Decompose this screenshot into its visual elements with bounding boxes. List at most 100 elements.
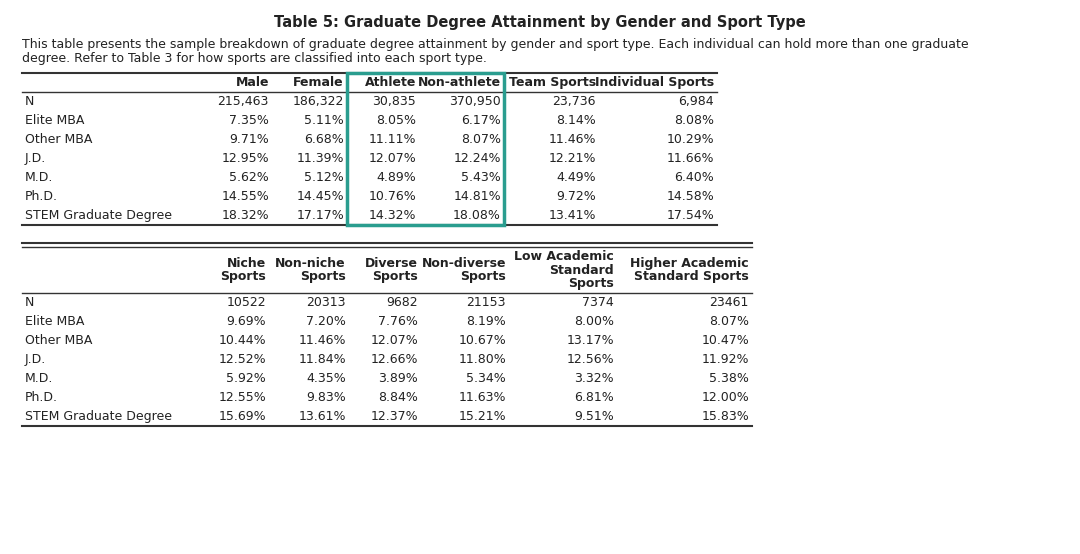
Text: 10.44%: 10.44% (218, 334, 266, 347)
Text: Other MBA: Other MBA (25, 334, 93, 347)
Text: 9.83%: 9.83% (307, 391, 346, 404)
Text: J.D.: J.D. (25, 152, 46, 165)
Text: 12.24%: 12.24% (454, 152, 501, 165)
Text: 14.32%: 14.32% (368, 209, 416, 222)
Text: Team Sports: Team Sports (509, 76, 596, 89)
Text: 7.35%: 7.35% (229, 114, 269, 127)
Text: 17.54%: 17.54% (666, 209, 714, 222)
Text: 15.83%: 15.83% (701, 410, 750, 423)
Text: 9.51%: 9.51% (575, 410, 615, 423)
Text: This table presents the sample breakdown of graduate degree attainment by gender: This table presents the sample breakdown… (22, 38, 969, 51)
Text: 18.32%: 18.32% (221, 209, 269, 222)
Text: STEM Graduate Degree: STEM Graduate Degree (25, 410, 172, 423)
Text: 6.40%: 6.40% (674, 171, 714, 184)
Text: 5.12%: 5.12% (305, 171, 345, 184)
Text: 4.89%: 4.89% (376, 171, 416, 184)
Text: 14.45%: 14.45% (296, 190, 345, 203)
Text: 10.67%: 10.67% (458, 334, 507, 347)
Text: 5.34%: 5.34% (467, 372, 507, 385)
Text: 23,736: 23,736 (553, 95, 596, 108)
Text: 3.32%: 3.32% (575, 372, 615, 385)
Text: Sports: Sports (220, 270, 266, 283)
Text: Elite MBA: Elite MBA (25, 315, 84, 328)
Text: 12.55%: 12.55% (218, 391, 266, 404)
Text: 9.71%: 9.71% (229, 133, 269, 146)
Text: degree. Refer to Table 3 for how sports are classified into each sport type.: degree. Refer to Table 3 for how sports … (22, 52, 487, 65)
Text: 11.11%: 11.11% (368, 133, 416, 146)
Text: 7.20%: 7.20% (306, 315, 346, 328)
Text: 10522: 10522 (227, 296, 266, 309)
Text: 4.49%: 4.49% (556, 171, 596, 184)
Text: Ph.D.: Ph.D. (25, 391, 58, 404)
Text: 12.07%: 12.07% (368, 152, 416, 165)
Text: Male: Male (235, 76, 269, 89)
Text: 12.56%: 12.56% (566, 353, 615, 366)
Text: 12.66%: 12.66% (370, 353, 418, 366)
Text: Other MBA: Other MBA (25, 133, 93, 146)
Text: 8.84%: 8.84% (378, 391, 418, 404)
Text: Ph.D.: Ph.D. (25, 190, 58, 203)
Text: 18.08%: 18.08% (454, 209, 501, 222)
Text: 6.68%: 6.68% (305, 133, 345, 146)
Text: Athlete: Athlete (365, 76, 416, 89)
Text: Table 5: Graduate Degree Attainment by Gender and Sport Type: Table 5: Graduate Degree Attainment by G… (274, 15, 806, 30)
Text: 12.52%: 12.52% (218, 353, 266, 366)
Text: 11.84%: 11.84% (298, 353, 346, 366)
Text: Standard: Standard (550, 264, 615, 276)
Text: Non-diverse: Non-diverse (421, 257, 507, 270)
Text: 10.29%: 10.29% (666, 133, 714, 146)
Text: J.D.: J.D. (25, 353, 46, 366)
Text: 3.89%: 3.89% (378, 372, 418, 385)
Text: 11.92%: 11.92% (702, 353, 750, 366)
Text: Non-athlete: Non-athlete (418, 76, 501, 89)
Text: 9682: 9682 (387, 296, 418, 309)
Text: Niche: Niche (227, 257, 266, 270)
Text: Female: Female (294, 76, 345, 89)
Text: 20313: 20313 (307, 296, 346, 309)
Text: 11.66%: 11.66% (666, 152, 714, 165)
Text: 23461: 23461 (710, 296, 750, 309)
Text: Low Academic: Low Academic (514, 250, 615, 264)
Text: 5.92%: 5.92% (226, 372, 266, 385)
Text: M.D.: M.D. (25, 372, 53, 385)
Text: Individual Sports: Individual Sports (595, 76, 714, 89)
Text: 8.07%: 8.07% (708, 315, 750, 328)
Text: N: N (25, 95, 35, 108)
Text: M.D.: M.D. (25, 171, 53, 184)
Text: Sports: Sports (460, 270, 507, 283)
Text: 15.69%: 15.69% (218, 410, 266, 423)
Text: 6.17%: 6.17% (461, 114, 501, 127)
Text: 5.62%: 5.62% (229, 171, 269, 184)
Text: 12.00%: 12.00% (701, 391, 750, 404)
Text: STEM Graduate Degree: STEM Graduate Degree (25, 209, 172, 222)
Text: Sports: Sports (568, 276, 615, 290)
Text: 17.17%: 17.17% (296, 209, 345, 222)
Text: 12.21%: 12.21% (549, 152, 596, 165)
Text: 370,950: 370,950 (449, 95, 501, 108)
Text: Standard Sports: Standard Sports (634, 270, 750, 283)
Text: 6.81%: 6.81% (575, 391, 615, 404)
Text: 7.76%: 7.76% (378, 315, 418, 328)
Text: Elite MBA: Elite MBA (25, 114, 84, 127)
Text: 8.00%: 8.00% (573, 315, 615, 328)
Text: Sports: Sports (300, 270, 346, 283)
Text: 7374: 7374 (582, 296, 615, 309)
Text: 8.19%: 8.19% (467, 315, 507, 328)
Text: 8.08%: 8.08% (674, 114, 714, 127)
Text: 21153: 21153 (467, 296, 507, 309)
Text: 15.21%: 15.21% (458, 410, 507, 423)
Text: 13.61%: 13.61% (298, 410, 346, 423)
Text: 5.43%: 5.43% (461, 171, 501, 184)
Text: 8.05%: 8.05% (376, 114, 416, 127)
Text: 12.37%: 12.37% (370, 410, 418, 423)
Text: 14.55%: 14.55% (221, 190, 269, 203)
Text: 9.69%: 9.69% (227, 315, 266, 328)
Text: Sports: Sports (373, 270, 418, 283)
Text: 14.81%: 14.81% (454, 190, 501, 203)
Text: 215,463: 215,463 (218, 95, 269, 108)
Text: 11.46%: 11.46% (549, 133, 596, 146)
Bar (347, 73, 504, 225)
Text: 10.76%: 10.76% (368, 190, 416, 203)
Text: 11.80%: 11.80% (458, 353, 507, 366)
Text: Diverse: Diverse (365, 257, 418, 270)
